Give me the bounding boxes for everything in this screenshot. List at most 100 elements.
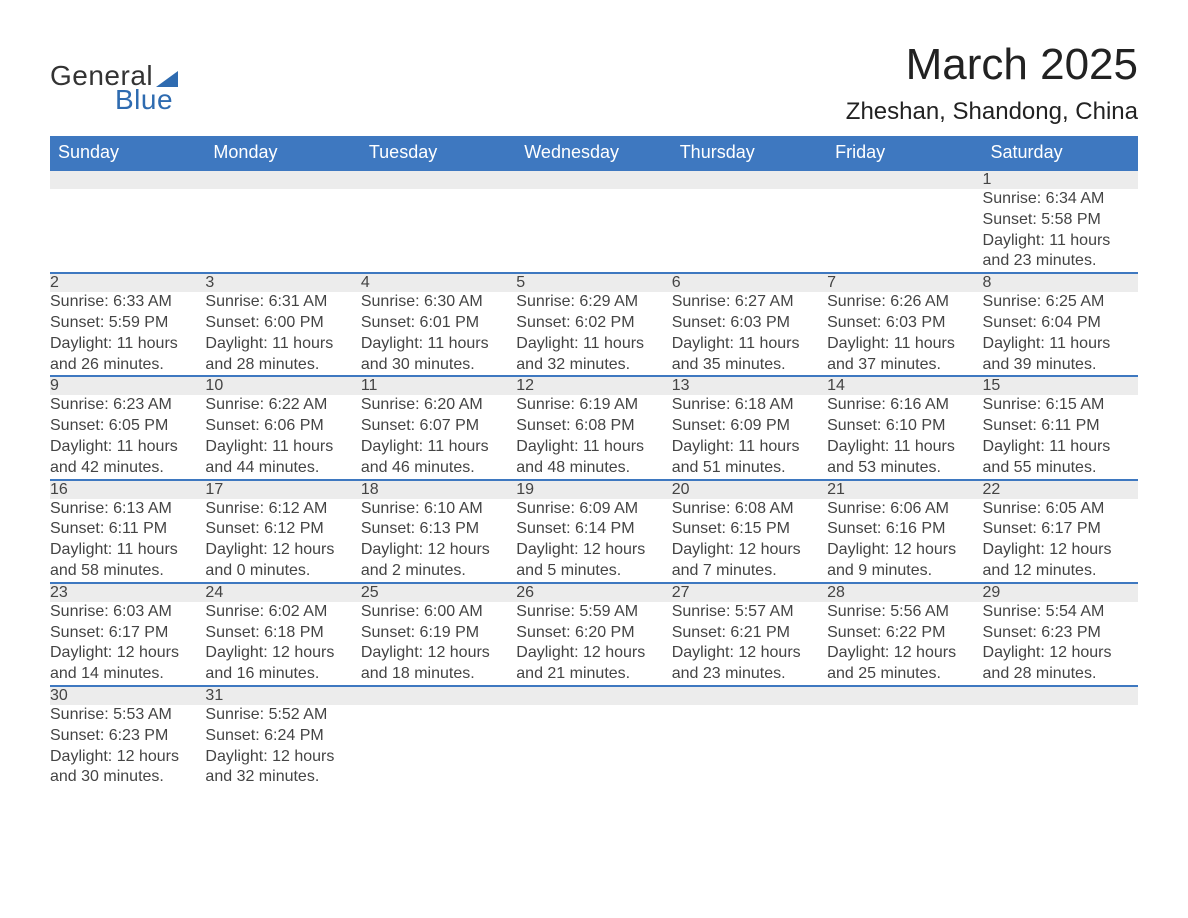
sunrise-text: Sunrise: 5:53 AM — [50, 705, 205, 726]
day-number: 11 — [361, 376, 516, 395]
sunrise-text: Sunrise: 6:19 AM — [516, 395, 671, 416]
day-cell: Sunrise: 6:03 AMSunset: 6:17 PMDaylight:… — [50, 602, 205, 686]
day-cell — [361, 705, 516, 788]
day-cell — [983, 705, 1138, 788]
daylight-text-1: Daylight: 11 hours — [205, 334, 360, 355]
daylight-text-1: Daylight: 12 hours — [50, 643, 205, 664]
day-number — [50, 170, 205, 189]
day-number — [672, 686, 827, 705]
daylight-text-2: and 28 minutes. — [983, 664, 1138, 685]
daylight-text-2: and 16 minutes. — [205, 664, 360, 685]
daylight-text-1: Daylight: 11 hours — [50, 540, 205, 561]
sunset-text: Sunset: 6:14 PM — [516, 519, 671, 540]
day-cell — [516, 705, 671, 788]
day-number: 29 — [983, 583, 1138, 602]
daylight-text-1: Daylight: 12 hours — [205, 540, 360, 561]
sunrise-text: Sunrise: 6:16 AM — [827, 395, 982, 416]
daylight-text-1: Daylight: 11 hours — [205, 437, 360, 458]
day-cell: Sunrise: 6:00 AMSunset: 6:19 PMDaylight:… — [361, 602, 516, 686]
sunset-text: Sunset: 6:06 PM — [205, 416, 360, 437]
sunrise-text: Sunrise: 6:22 AM — [205, 395, 360, 416]
day-cell: Sunrise: 5:53 AMSunset: 6:23 PMDaylight:… — [50, 705, 205, 788]
calendar-head: SundayMondayTuesdayWednesdayThursdayFrid… — [50, 136, 1138, 170]
daylight-text-2: and 26 minutes. — [50, 355, 205, 376]
day-cell: Sunrise: 6:34 AMSunset: 5:58 PMDaylight:… — [983, 189, 1138, 273]
sunset-text: Sunset: 5:58 PM — [983, 210, 1138, 231]
sunrise-text: Sunrise: 6:08 AM — [672, 499, 827, 520]
sunset-text: Sunset: 6:17 PM — [50, 623, 205, 644]
sunrise-text: Sunrise: 6:23 AM — [50, 395, 205, 416]
day-number: 6 — [672, 273, 827, 292]
sunrise-text: Sunrise: 6:10 AM — [361, 499, 516, 520]
day-cell — [50, 189, 205, 273]
daylight-text-2: and 25 minutes. — [827, 664, 982, 685]
daylight-text-1: Daylight: 11 hours — [50, 437, 205, 458]
day-cell — [361, 189, 516, 273]
day-cell: Sunrise: 5:54 AMSunset: 6:23 PMDaylight:… — [983, 602, 1138, 686]
day-number: 27 — [672, 583, 827, 602]
sunrise-text: Sunrise: 6:34 AM — [983, 189, 1138, 210]
daylight-text-2: and 18 minutes. — [361, 664, 516, 685]
day-number: 31 — [205, 686, 360, 705]
daylight-text-2: and 37 minutes. — [827, 355, 982, 376]
sunset-text: Sunset: 6:05 PM — [50, 416, 205, 437]
day-number: 18 — [361, 480, 516, 499]
sunset-text: Sunset: 6:23 PM — [983, 623, 1138, 644]
sunset-text: Sunset: 6:22 PM — [827, 623, 982, 644]
sunset-text: Sunset: 6:10 PM — [827, 416, 982, 437]
daylight-text-1: Daylight: 11 hours — [672, 437, 827, 458]
day-number — [672, 170, 827, 189]
day-content-row: Sunrise: 6:34 AMSunset: 5:58 PMDaylight:… — [50, 189, 1138, 273]
sunset-text: Sunset: 6:03 PM — [672, 313, 827, 334]
day-content-row: Sunrise: 6:13 AMSunset: 6:11 PMDaylight:… — [50, 499, 1138, 583]
day-number: 3 — [205, 273, 360, 292]
daylight-text-1: Daylight: 12 hours — [361, 643, 516, 664]
day-number: 2 — [50, 273, 205, 292]
day-number: 10 — [205, 376, 360, 395]
daylight-text-1: Daylight: 11 hours — [516, 437, 671, 458]
day-number: 22 — [983, 480, 1138, 499]
day-cell: Sunrise: 6:33 AMSunset: 5:59 PMDaylight:… — [50, 292, 205, 376]
day-cell — [516, 189, 671, 273]
sunset-text: Sunset: 6:23 PM — [50, 726, 205, 747]
daylight-text-1: Daylight: 12 hours — [983, 643, 1138, 664]
day-cell: Sunrise: 6:09 AMSunset: 6:14 PMDaylight:… — [516, 499, 671, 583]
header: General Blue March 2025 Zheshan, Shandon… — [50, 40, 1138, 126]
daylight-text-1: Daylight: 12 hours — [827, 540, 982, 561]
sunrise-text: Sunrise: 6:26 AM — [827, 292, 982, 313]
daylight-text-1: Daylight: 12 hours — [827, 643, 982, 664]
sunset-text: Sunset: 6:24 PM — [205, 726, 360, 747]
day-cell: Sunrise: 5:59 AMSunset: 6:20 PMDaylight:… — [516, 602, 671, 686]
day-number: 4 — [361, 273, 516, 292]
sunset-text: Sunset: 6:01 PM — [361, 313, 516, 334]
daylight-text-2: and 9 minutes. — [827, 561, 982, 582]
sunrise-text: Sunrise: 6:13 AM — [50, 499, 205, 520]
day-cell: Sunrise: 5:57 AMSunset: 6:21 PMDaylight:… — [672, 602, 827, 686]
sunset-text: Sunset: 6:13 PM — [361, 519, 516, 540]
weekday-header: Monday — [205, 136, 360, 170]
day-cell: Sunrise: 6:25 AMSunset: 6:04 PMDaylight:… — [983, 292, 1138, 376]
day-cell: Sunrise: 6:30 AMSunset: 6:01 PMDaylight:… — [361, 292, 516, 376]
day-number: 28 — [827, 583, 982, 602]
sunrise-text: Sunrise: 6:29 AM — [516, 292, 671, 313]
sunset-text: Sunset: 6:04 PM — [983, 313, 1138, 334]
daylight-text-2: and 7 minutes. — [672, 561, 827, 582]
sunrise-text: Sunrise: 6:06 AM — [827, 499, 982, 520]
weekday-header: Tuesday — [361, 136, 516, 170]
day-number-row: 1 — [50, 170, 1138, 189]
daylight-text-2: and 28 minutes. — [205, 355, 360, 376]
daylight-text-2: and 32 minutes. — [516, 355, 671, 376]
month-year: March 2025 — [846, 40, 1138, 90]
day-content-row: Sunrise: 6:23 AMSunset: 6:05 PMDaylight:… — [50, 395, 1138, 479]
day-number: 30 — [50, 686, 205, 705]
day-number: 26 — [516, 583, 671, 602]
weekday-header: Saturday — [983, 136, 1138, 170]
sunrise-text: Sunrise: 5:57 AM — [672, 602, 827, 623]
daylight-text-1: Daylight: 12 hours — [205, 747, 360, 768]
daylight-text-2: and 55 minutes. — [983, 458, 1138, 479]
daylight-text-2: and 21 minutes. — [516, 664, 671, 685]
sunset-text: Sunset: 6:21 PM — [672, 623, 827, 644]
day-number: 17 — [205, 480, 360, 499]
daylight-text-2: and 42 minutes. — [50, 458, 205, 479]
day-cell: Sunrise: 6:19 AMSunset: 6:08 PMDaylight:… — [516, 395, 671, 479]
